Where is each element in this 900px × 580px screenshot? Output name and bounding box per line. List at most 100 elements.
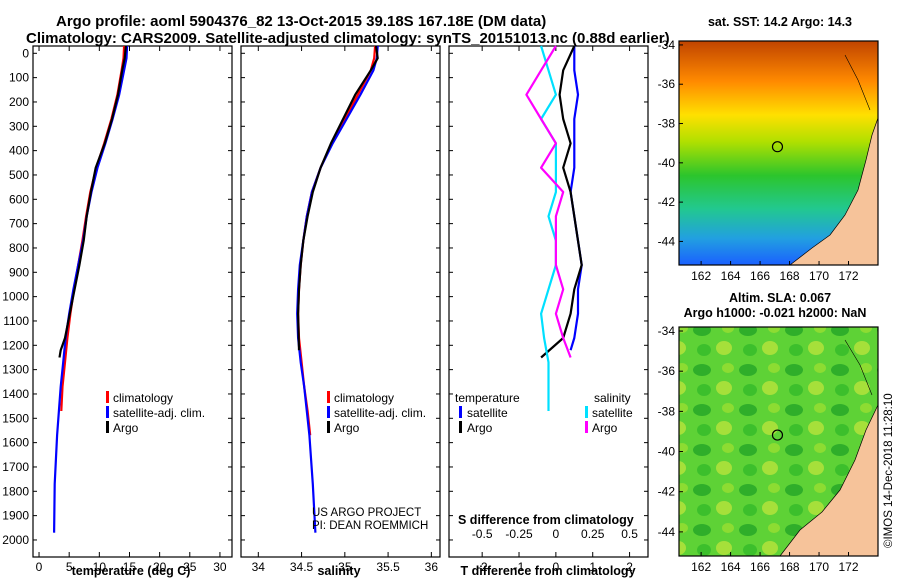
- sst-map-axes: 162 164 166 168 170 172 -34 -36 -38 -40 -42 -44: [658, 38, 859, 283]
- depth-tick-label: 1400: [2, 387, 29, 401]
- sst-coast-contour: [844, 54, 871, 111]
- lon-tick-label: 170: [809, 560, 829, 574]
- legend-swatch-climatology: [106, 391, 109, 403]
- sst-map-frame: [678, 40, 879, 266]
- x-tick-label: 1: [589, 560, 596, 574]
- x-tick-label: -2: [477, 560, 488, 574]
- legend-swatch-satellite: [327, 406, 330, 418]
- legend-swatch-argo: [327, 421, 330, 433]
- lat-tick-label: -36: [658, 364, 676, 378]
- series-line-climatology: [60, 45, 126, 412]
- x-tick-label: 25: [183, 560, 197, 574]
- salinity-plot: 34 34.5 35 35.5 36: [252, 45, 439, 574]
- difference-legend: temperature salinity satellite Argo sate…: [455, 391, 634, 527]
- lon-tick-label: 166: [750, 560, 770, 574]
- lat-tick-label: -34: [658, 324, 676, 338]
- s-tick-label: 0.25: [581, 527, 605, 541]
- difference-plot: -2 -1 0 1 2 -0.5 -0.25 0 0.25 0.5: [472, 45, 638, 574]
- title-line-1: Argo profile: aoml 5904376_82 13-Oct-201…: [56, 13, 546, 30]
- legend-label-s-satellite: satellite: [592, 406, 633, 420]
- depth-tick-label: 300: [9, 119, 29, 133]
- lon-tick-label: 172: [839, 269, 859, 283]
- series-line-satellite-adj-clim-: [296, 45, 379, 533]
- x-tick-label: 15: [123, 560, 137, 574]
- legend-label-t-argo: Argo: [467, 421, 493, 435]
- depth-tick-label: 1700: [2, 460, 29, 474]
- series-line-argo: [58, 45, 127, 358]
- lon-tick-label: 164: [721, 560, 741, 574]
- temperature-plot: 0 5 10 15 20 25 30: [36, 45, 227, 574]
- title-line-2: Climatology: CARS2009. Satellite-adjuste…: [26, 30, 670, 47]
- s-difference-label: S difference from climatology: [458, 513, 634, 527]
- salinity-panel: [240, 45, 441, 558]
- credit-us-argo: US ARGO PROJECT: [312, 507, 421, 519]
- depth-tick-label: 1600: [2, 436, 29, 450]
- legend-swatch-climatology: [327, 391, 330, 403]
- series-line-t-argo: [540, 45, 583, 359]
- x-tick-label: 34.5: [290, 560, 314, 574]
- legend-swatch-t-satellite: [459, 406, 462, 418]
- sla-map: Altim. SLA: 0.067 Argo h1000: -0.021 h20…: [658, 291, 879, 574]
- imos-stamp: ©IMOS 14-Dec-2018 11:28:10: [883, 393, 895, 548]
- legend-swatch-s-satellite: [585, 406, 588, 418]
- lat-tick-label: -42: [658, 195, 676, 209]
- legend-label-t-satellite: satellite: [467, 406, 508, 420]
- lat-tick-label: -38: [658, 404, 676, 418]
- s-tick-label: -0.5: [472, 527, 493, 541]
- x-tick-label: -1: [514, 560, 525, 574]
- sla-coast-contour: [844, 339, 873, 396]
- depth-tick-label: 1500: [2, 411, 29, 425]
- depth-tick-label: 1100: [3, 314, 29, 328]
- credit-pi: PI: DEAN ROEMMICH: [312, 520, 428, 532]
- lon-tick-label: 168: [780, 560, 800, 574]
- temperature-xlabel: temperature (deg C): [72, 564, 191, 578]
- s-tick-label: -0.25: [505, 527, 533, 541]
- lon-tick-label: 166: [750, 269, 770, 283]
- depth-tick-label: 1800: [2, 484, 29, 498]
- s-tick-label: 0: [553, 527, 560, 541]
- series-line-s-satellite: [539, 45, 558, 411]
- x-tick-label: 30: [213, 560, 227, 574]
- x-tick-label: 5: [66, 560, 73, 574]
- sla-map-axes: 162 164 166 168 170 172 -34 -36 -38 -40 -42 -44: [658, 324, 859, 574]
- lon-tick-label: 172: [839, 560, 859, 574]
- legend-label-argo: Argo: [113, 421, 139, 435]
- lat-tick-label: -40: [658, 156, 676, 170]
- argo-location-marker: [771, 141, 784, 153]
- series-line-s-argo: [525, 45, 572, 358]
- lat-tick-label: -34: [658, 38, 676, 52]
- depth-tick-label: 1300: [2, 363, 29, 377]
- sla-map-title: Altim. SLA: 0.067: [729, 291, 831, 305]
- lat-tick-label: -44: [658, 525, 676, 539]
- lat-tick-label: -36: [658, 77, 676, 91]
- salinity-xlabel: salinity: [317, 564, 360, 578]
- depth-tick-label: 100: [9, 71, 29, 85]
- x-tick-label: 35.5: [376, 560, 400, 574]
- x-tick-label: 36: [425, 560, 439, 574]
- depth-tick-label: 800: [9, 241, 29, 255]
- x-tick-label: 0: [36, 560, 43, 574]
- depth-tick-label: 700: [9, 217, 29, 231]
- depth-tick-label: 1900: [2, 509, 29, 523]
- x-tick-label: 35: [338, 560, 352, 574]
- temperature-panel: [32, 45, 233, 558]
- sla-map-frame: [678, 326, 879, 557]
- legend-label-climatology: climatology: [113, 391, 173, 405]
- legend-label-climatology: climatology: [334, 391, 394, 405]
- legend-label-s-argo: Argo: [592, 421, 618, 435]
- argo-location-marker: [771, 429, 784, 441]
- lon-tick-label: 170: [809, 269, 829, 283]
- depth-axis: 0 100 200 300 400 500 600 700 800 900 1000 1100 1200…: [2, 46, 648, 547]
- sst-map: sat. SST: 14.2 Argo: 14.3 162 164 166 168 17…: [658, 15, 879, 283]
- series-line-argo: [297, 45, 379, 351]
- lon-tick-label: 164: [721, 269, 741, 283]
- lat-tick-label: -40: [658, 445, 676, 459]
- depth-tick-label: 1200: [2, 338, 29, 352]
- depth-tick-label: 600: [9, 192, 29, 206]
- salinity-legend: climatology satellite-adj. clim. Argo US…: [312, 391, 428, 532]
- depth-tick-label: 200: [9, 95, 29, 109]
- depth-tick-label: 900: [9, 265, 29, 279]
- x-tick-label: 10: [93, 560, 107, 574]
- legend-header-salinity: salinity: [594, 391, 631, 405]
